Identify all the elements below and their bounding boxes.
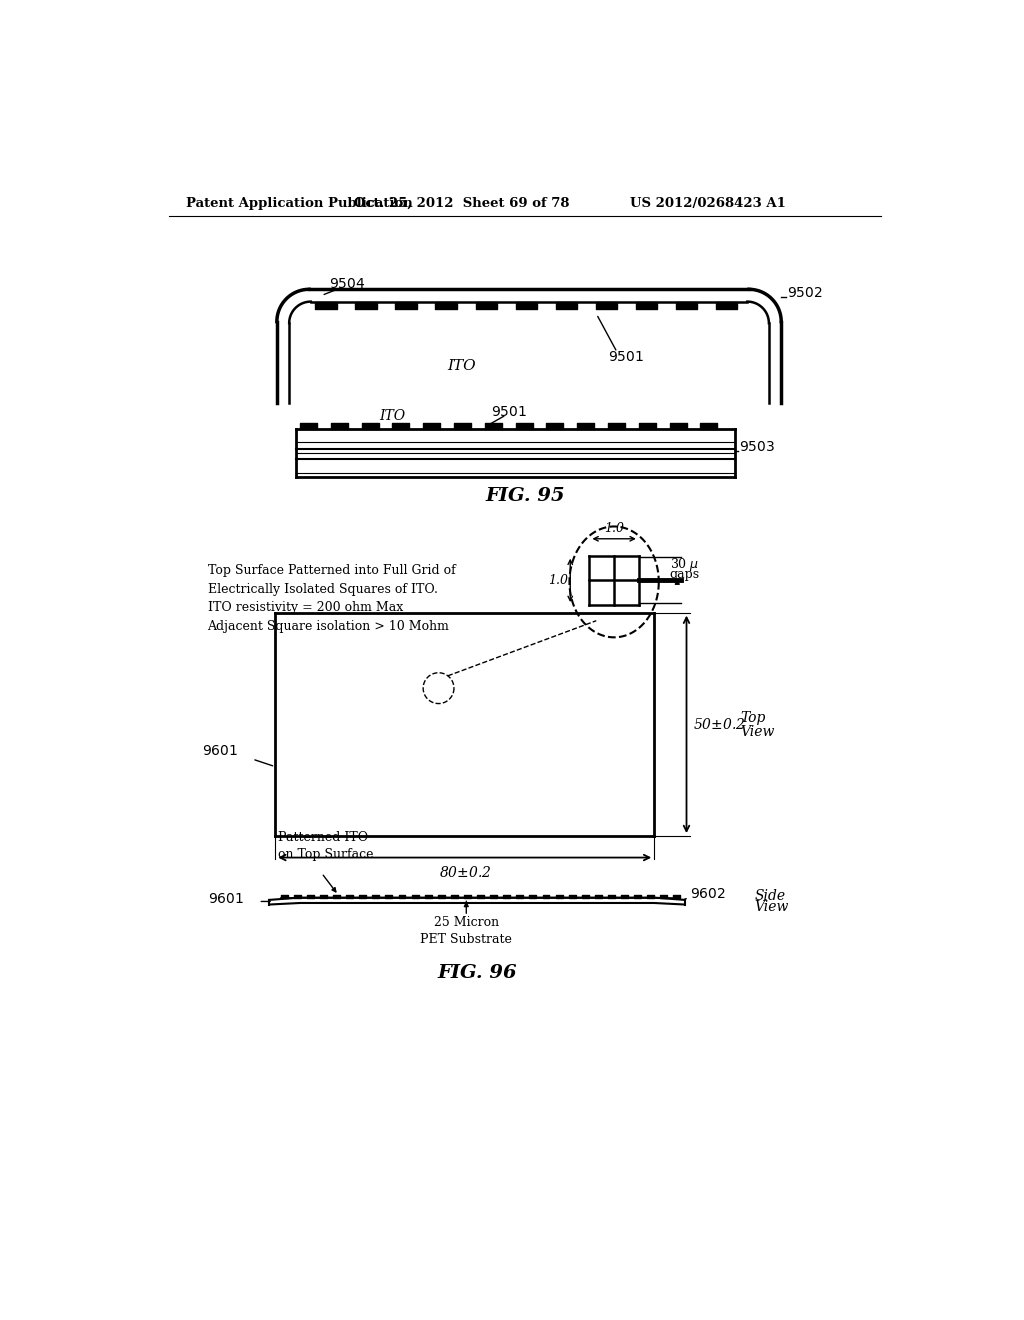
- Text: $\mathit{9502}$: $\mathit{9502}$: [786, 286, 822, 300]
- Text: gaps: gaps: [670, 568, 699, 581]
- Text: $\mathit{9501}$: $\mathit{9501}$: [490, 405, 527, 420]
- Text: $\mathit{9601}$: $\mathit{9601}$: [209, 892, 245, 906]
- Text: ITO: ITO: [379, 409, 406, 424]
- Text: $\mathit{9602}$: $\mathit{9602}$: [689, 887, 725, 900]
- Text: Patent Application Publication: Patent Application Publication: [186, 197, 413, 210]
- Text: $\mathit{9501}$: $\mathit{9501}$: [608, 350, 644, 364]
- Text: 1.0: 1.0: [548, 574, 568, 587]
- Text: $\mathit{9503}$: $\mathit{9503}$: [739, 440, 775, 454]
- Text: FIG. 96: FIG. 96: [437, 964, 517, 982]
- Text: Side: Side: [755, 890, 785, 903]
- Text: $\mathit{9504}$: $\mathit{9504}$: [330, 277, 366, 290]
- Text: Oct. 25, 2012  Sheet 69 of 78: Oct. 25, 2012 Sheet 69 of 78: [354, 197, 569, 210]
- Text: Patterned ITO
on Top Surface: Patterned ITO on Top Surface: [279, 832, 374, 862]
- Text: Top Surface Patterned into Full Grid of
Electrically Isolated Squares of ITO.
IT: Top Surface Patterned into Full Grid of …: [208, 564, 456, 632]
- Text: US 2012/0268423 A1: US 2012/0268423 A1: [630, 197, 785, 210]
- Text: 1.0: 1.0: [604, 521, 624, 535]
- Text: $\mathit{9601}$: $\mathit{9601}$: [203, 744, 239, 758]
- Text: 50$\pm$0.2: 50$\pm$0.2: [692, 717, 744, 731]
- Text: Top: Top: [740, 711, 766, 725]
- Text: 80$\pm$0.2: 80$\pm$0.2: [438, 866, 490, 880]
- Text: View: View: [755, 900, 788, 913]
- Text: 25 Micron
PET Substrate: 25 Micron PET Substrate: [420, 916, 512, 946]
- Text: ITO: ITO: [447, 359, 476, 374]
- Text: 30 $\mu$: 30 $\mu$: [670, 556, 698, 573]
- Text: FIG. 95: FIG. 95: [485, 487, 564, 504]
- Text: View: View: [740, 725, 775, 739]
